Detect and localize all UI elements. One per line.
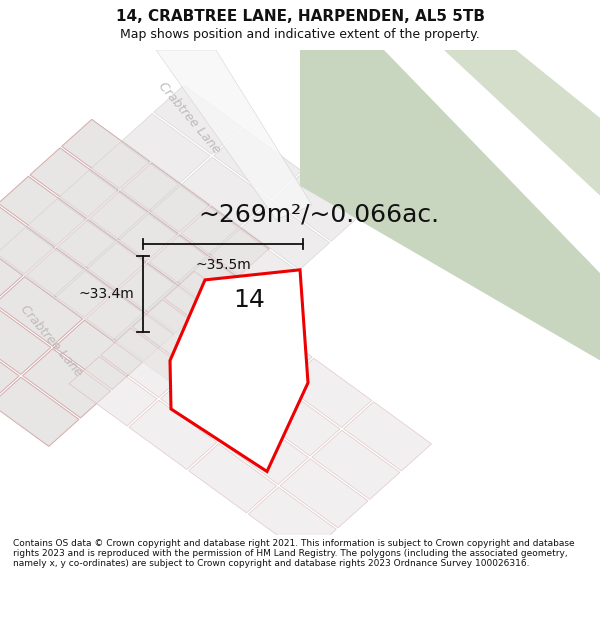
Polygon shape	[118, 263, 206, 332]
Polygon shape	[62, 119, 150, 189]
Polygon shape	[280, 459, 368, 528]
Polygon shape	[133, 300, 221, 369]
Polygon shape	[312, 430, 400, 499]
Polygon shape	[181, 206, 269, 276]
Polygon shape	[164, 271, 252, 341]
Polygon shape	[252, 387, 340, 456]
Polygon shape	[284, 358, 372, 428]
Polygon shape	[149, 235, 238, 304]
Polygon shape	[0, 176, 86, 246]
Polygon shape	[0, 277, 83, 346]
Polygon shape	[55, 271, 143, 340]
Polygon shape	[59, 171, 147, 240]
Polygon shape	[86, 292, 174, 361]
Text: 14: 14	[233, 288, 265, 312]
Polygon shape	[27, 199, 115, 268]
Polygon shape	[129, 400, 217, 469]
Polygon shape	[54, 320, 142, 389]
Polygon shape	[23, 349, 110, 418]
Text: ~269m²/~0.066ac.: ~269m²/~0.066ac.	[198, 203, 439, 227]
Polygon shape	[0, 305, 51, 374]
Polygon shape	[161, 372, 248, 441]
Polygon shape	[26, 248, 115, 318]
Polygon shape	[30, 148, 118, 217]
Polygon shape	[154, 85, 242, 154]
Polygon shape	[274, 172, 361, 241]
Polygon shape	[0, 377, 79, 446]
Polygon shape	[214, 129, 302, 198]
Polygon shape	[182, 157, 270, 226]
Text: Contains OS data © Crown copyright and database right 2021. This information is : Contains OS data © Crown copyright and d…	[13, 539, 575, 568]
Polygon shape	[170, 270, 308, 471]
Polygon shape	[86, 242, 175, 312]
Polygon shape	[248, 487, 337, 556]
Polygon shape	[242, 201, 329, 270]
Polygon shape	[146, 286, 235, 355]
Polygon shape	[224, 315, 312, 384]
Text: Crabtree Lane: Crabtree Lane	[155, 79, 223, 156]
Polygon shape	[101, 328, 189, 398]
Polygon shape	[178, 258, 266, 327]
Text: Map shows position and indicative extent of the property.: Map shows position and indicative extent…	[120, 28, 480, 41]
Polygon shape	[91, 142, 178, 211]
Polygon shape	[343, 402, 431, 471]
Polygon shape	[210, 229, 298, 298]
Polygon shape	[0, 334, 19, 403]
Polygon shape	[150, 186, 238, 255]
Polygon shape	[300, 50, 600, 361]
Polygon shape	[156, 50, 312, 220]
Polygon shape	[444, 50, 600, 196]
Polygon shape	[220, 415, 308, 484]
Polygon shape	[188, 444, 277, 513]
Polygon shape	[58, 220, 146, 289]
Polygon shape	[69, 357, 157, 426]
Text: 14, CRABTREE LANE, HARPENDEN, AL5 5TB: 14, CRABTREE LANE, HARPENDEN, AL5 5TB	[115, 9, 485, 24]
Polygon shape	[121, 163, 209, 232]
Text: ~33.4m: ~33.4m	[78, 288, 134, 301]
Polygon shape	[0, 228, 83, 297]
Polygon shape	[115, 314, 203, 384]
Polygon shape	[90, 191, 178, 261]
Polygon shape	[192, 343, 280, 412]
Text: ~35.5m: ~35.5m	[195, 258, 251, 272]
Polygon shape	[0, 205, 55, 274]
Polygon shape	[0, 233, 23, 302]
Text: Crabtree Lane: Crabtree Lane	[17, 302, 85, 379]
Polygon shape	[122, 114, 210, 182]
Polygon shape	[118, 214, 206, 283]
